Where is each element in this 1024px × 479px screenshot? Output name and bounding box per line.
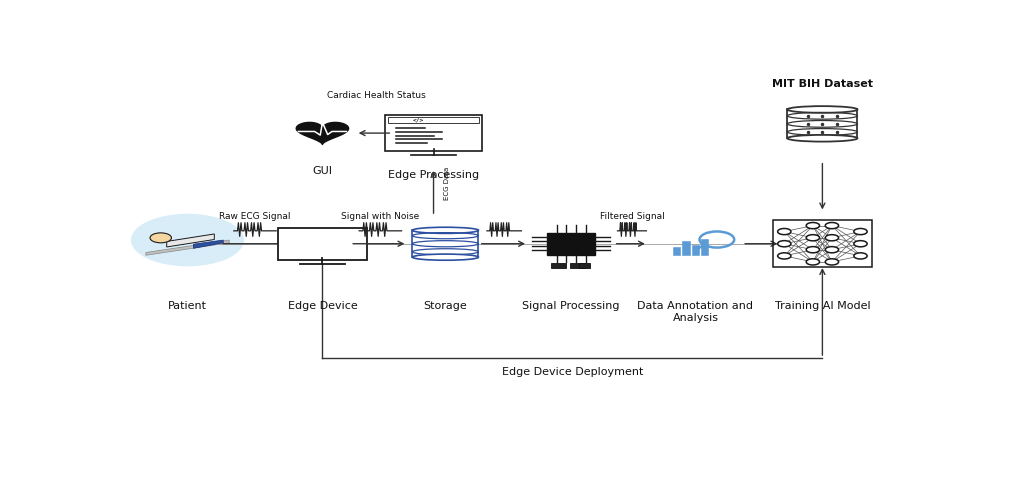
- Ellipse shape: [787, 135, 857, 142]
- Bar: [388, 117, 479, 123]
- Polygon shape: [296, 123, 348, 144]
- Circle shape: [854, 228, 867, 235]
- Text: Edge Device: Edge Device: [288, 301, 357, 311]
- Text: Training AI Model: Training AI Model: [774, 301, 870, 311]
- Circle shape: [777, 240, 791, 247]
- Ellipse shape: [413, 254, 478, 260]
- Circle shape: [854, 253, 867, 259]
- Bar: [673, 247, 680, 255]
- Bar: [551, 263, 566, 268]
- Text: Edge Processing: Edge Processing: [388, 170, 479, 180]
- Text: Signal with Noise: Signal with Noise: [341, 212, 420, 221]
- Bar: [547, 233, 595, 255]
- Circle shape: [806, 259, 819, 265]
- Bar: [579, 263, 590, 268]
- Bar: [413, 230, 478, 257]
- Text: Raw ECG Signal: Raw ECG Signal: [219, 212, 291, 221]
- Polygon shape: [194, 240, 223, 248]
- Bar: [691, 245, 699, 255]
- Circle shape: [806, 247, 819, 253]
- Circle shape: [777, 253, 791, 259]
- Circle shape: [151, 233, 171, 243]
- Circle shape: [825, 259, 839, 265]
- Text: Storage: Storage: [424, 301, 467, 311]
- Bar: [682, 241, 689, 255]
- Circle shape: [777, 228, 791, 235]
- Bar: [787, 110, 857, 138]
- Text: Data Annotation and
Analysis: Data Annotation and Analysis: [637, 301, 754, 322]
- Circle shape: [806, 235, 819, 241]
- Circle shape: [854, 240, 867, 247]
- Text: </>: </>: [413, 117, 424, 122]
- Ellipse shape: [787, 106, 857, 113]
- Text: ECG Data: ECG Data: [443, 166, 450, 200]
- Circle shape: [825, 247, 839, 253]
- Text: MIT BIH Dataset: MIT BIH Dataset: [772, 79, 872, 89]
- Circle shape: [825, 235, 839, 241]
- Bar: [570, 263, 586, 268]
- Circle shape: [131, 214, 244, 266]
- Bar: [700, 239, 709, 255]
- Text: Cardiac Health Status: Cardiac Health Status: [327, 91, 426, 100]
- Ellipse shape: [413, 227, 478, 233]
- Text: Signal Processing: Signal Processing: [522, 301, 620, 311]
- Circle shape: [825, 222, 839, 228]
- Text: GUI: GUI: [312, 166, 333, 176]
- FancyBboxPatch shape: [278, 228, 367, 260]
- Polygon shape: [167, 234, 214, 247]
- FancyBboxPatch shape: [385, 115, 482, 151]
- Polygon shape: [145, 240, 229, 255]
- Text: Filtered Signal: Filtered Signal: [600, 212, 665, 221]
- Circle shape: [806, 222, 819, 228]
- Text: Patient: Patient: [168, 301, 207, 311]
- Text: Edge Device Deployment: Edge Device Deployment: [502, 367, 643, 377]
